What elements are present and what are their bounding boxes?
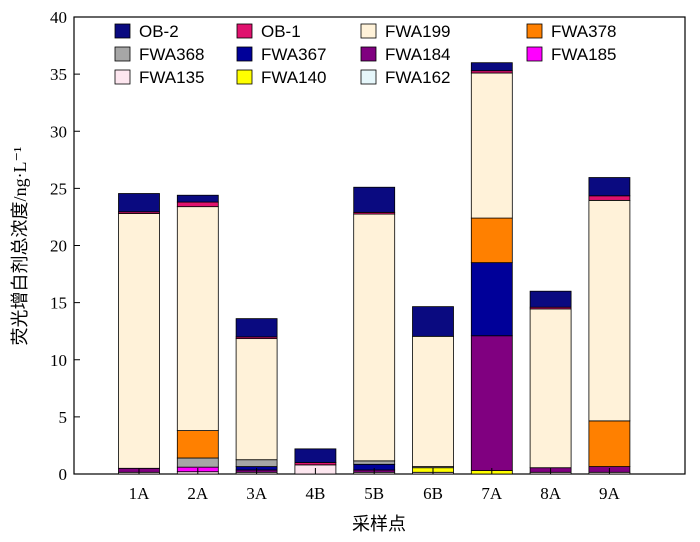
bar-segment-fwa368-5b bbox=[353, 460, 396, 465]
y-tick-label: 40 bbox=[50, 8, 67, 27]
bar-segment-ob-2-6b bbox=[412, 306, 454, 337]
bar-segment-fwa367-7a bbox=[470, 262, 513, 337]
legend-swatch-fwa367 bbox=[236, 46, 253, 62]
legend-swatch-fwa199 bbox=[360, 23, 377, 39]
legend-label-fwa368: FWA368 bbox=[139, 45, 205, 64]
legend-label-ob-2: OB-2 bbox=[139, 22, 179, 41]
bar-segment-fwa199-6b bbox=[412, 335, 454, 467]
x-tick-label: 3A bbox=[246, 484, 268, 503]
legend-swatch-fwa185 bbox=[526, 46, 543, 62]
bar-segment-ob-2-7a bbox=[470, 62, 513, 72]
x-tick-label: 4B bbox=[305, 484, 325, 503]
bar-segment-fwa199-2a bbox=[176, 206, 219, 431]
legend-swatch-fwa135 bbox=[114, 69, 131, 85]
bar-segment-ob-1-2a bbox=[176, 201, 219, 208]
legend-swatch-fwa184 bbox=[360, 46, 377, 62]
bar-segment-ob-2-2a bbox=[176, 194, 219, 203]
legend-swatch-fwa378 bbox=[526, 23, 543, 39]
y-tick-label: 20 bbox=[50, 237, 67, 256]
bar-segment-fwa199-7a bbox=[470, 72, 513, 219]
bar-segment-fwa368-2a bbox=[176, 457, 219, 468]
legend-label-ob-1: OB-1 bbox=[261, 22, 301, 41]
legend-label-fwa199: FWA199 bbox=[385, 22, 451, 41]
bar-segment-fwa199-5b bbox=[353, 213, 396, 462]
x-tick-label: 6B bbox=[423, 484, 443, 503]
bar-segment-fwa199-1a bbox=[118, 213, 160, 469]
bar-segment-fwa184-7a bbox=[470, 335, 513, 471]
bars-layer bbox=[118, 62, 631, 475]
bar-segment-ob-2-3a bbox=[235, 318, 278, 338]
bar-segment-fwa378-7a bbox=[470, 217, 513, 264]
y-tick-label: 5 bbox=[59, 408, 68, 427]
x-axis-title: 采样点 bbox=[352, 514, 406, 534]
legend-swatch-ob-1 bbox=[236, 23, 253, 39]
legend-swatch-ob-2 bbox=[114, 23, 131, 39]
legend-label-fwa367: FWA367 bbox=[261, 45, 327, 64]
x-tick-label: 9A bbox=[599, 484, 621, 503]
bar-segment-ob-2-1a bbox=[118, 193, 160, 213]
legend-label-fwa184: FWA184 bbox=[385, 45, 451, 64]
legend-label-fwa162: FWA162 bbox=[385, 68, 451, 87]
legend-swatch-fwa162 bbox=[360, 69, 377, 85]
y-axis: 0 5 10 15 20 25 30 35 40 bbox=[50, 8, 80, 484]
x-tick-label: 5B bbox=[364, 484, 384, 503]
y-tick-label: 25 bbox=[50, 179, 67, 198]
legend-swatch-fwa368 bbox=[114, 46, 131, 62]
legend-swatch-fwa140 bbox=[236, 69, 253, 85]
bar-segment-fwa199-3a bbox=[235, 338, 278, 461]
bar-segment-fwa199-9a bbox=[588, 199, 631, 422]
bar-segment-ob-1-9a bbox=[588, 195, 631, 201]
bar-segment-ob-2-4b bbox=[294, 448, 337, 463]
y-tick-label: 0 bbox=[59, 465, 68, 484]
bar-segment-fwa378-2a bbox=[176, 430, 219, 459]
legend-label-fwa140: FWA140 bbox=[261, 68, 327, 87]
x-tick-label: 7A bbox=[481, 484, 503, 503]
x-tick-label: 8A bbox=[540, 484, 562, 503]
bar-segment-fwa378-9a bbox=[588, 420, 631, 467]
bar-segment-fwa199-8a bbox=[529, 308, 572, 469]
legend-label-fwa135: FWA135 bbox=[139, 68, 205, 87]
x-axis: 1A 2A 3A 4B 5B 6B 7A 8A 9A bbox=[129, 468, 621, 503]
y-tick-label: 35 bbox=[50, 65, 67, 84]
bar-segment-fwa368-3a bbox=[235, 459, 278, 467]
bar-segment-ob-2-9a bbox=[588, 177, 631, 197]
legend-label-fwa185: FWA185 bbox=[551, 45, 617, 64]
bar-segment-ob-2-5b bbox=[353, 186, 396, 213]
x-tick-label: 2A bbox=[187, 484, 209, 503]
y-tick-label: 15 bbox=[50, 294, 67, 313]
x-tick-label: 1A bbox=[129, 484, 151, 503]
y-tick-label: 30 bbox=[50, 122, 67, 141]
y-axis-title: 荧光增白剂总浓度/ng·L⁻¹ bbox=[10, 147, 30, 346]
bar-segment-ob-2-8a bbox=[529, 290, 572, 308]
legend: OB-2 OB-1 FWA199 FWA378 FWA368 FWA367 FWA184 FW… bbox=[114, 22, 617, 87]
legend-label-fwa378: FWA378 bbox=[551, 22, 617, 41]
y-tick-label: 10 bbox=[50, 351, 67, 370]
